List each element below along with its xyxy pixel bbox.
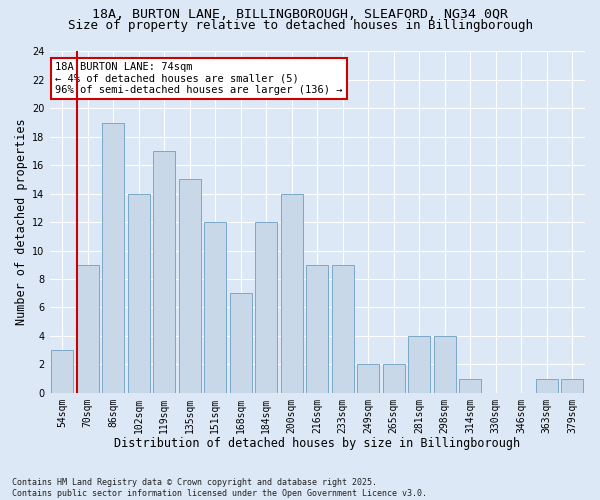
Bar (154, 151, 175, 392)
Bar (307, 265, 328, 392)
Bar (128, 194, 149, 392)
Bar (103, 122, 124, 392)
Text: Contains HM Land Registry data © Crown copyright and database right 2025.
Contai: Contains HM Land Registry data © Crown c… (12, 478, 427, 498)
Bar (409, 336, 430, 392)
Bar (434, 336, 455, 392)
Bar (52, 350, 73, 393)
Bar (205, 222, 226, 392)
Text: 18A, BURTON LANE, BILLINGBOROUGH, SLEAFORD, NG34 0QR: 18A, BURTON LANE, BILLINGBOROUGH, SLEAFO… (92, 8, 508, 20)
Text: Size of property relative to detached houses in Billingborough: Size of property relative to detached ho… (67, 19, 533, 32)
Bar (256, 222, 277, 392)
Text: 18A BURTON LANE: 74sqm
← 4% of detached houses are smaller (5)
96% of semi-detac: 18A BURTON LANE: 74sqm ← 4% of detached … (55, 62, 343, 95)
Bar (536, 378, 557, 392)
Bar (230, 293, 251, 392)
Bar (332, 265, 353, 392)
Bar (562, 378, 583, 392)
Bar (358, 364, 379, 392)
Bar (460, 378, 481, 392)
Bar (281, 194, 302, 392)
Bar (383, 364, 404, 392)
Y-axis label: Number of detached properties: Number of detached properties (15, 119, 28, 326)
X-axis label: Distribution of detached houses by size in Billingborough: Distribution of detached houses by size … (114, 437, 520, 450)
Bar (77, 265, 98, 392)
Bar (179, 180, 200, 392)
